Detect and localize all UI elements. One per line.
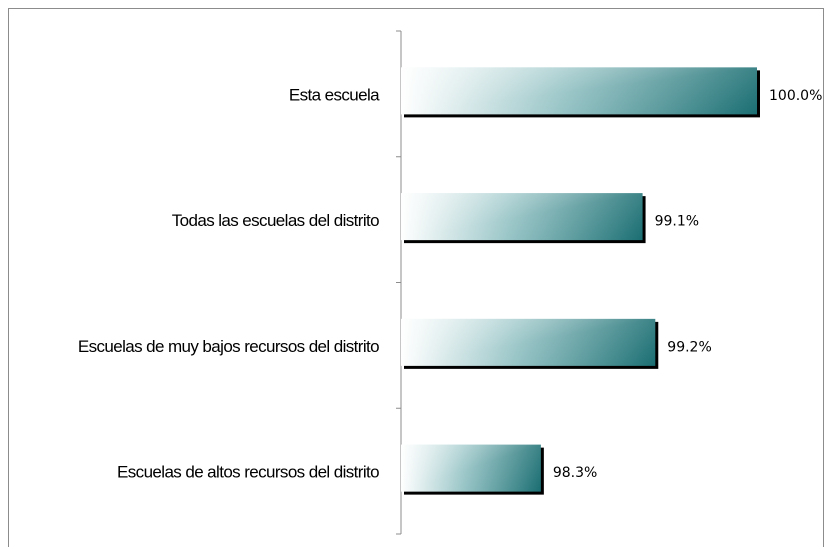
bar-shine bbox=[401, 318, 656, 366]
category-label: Escuelas de muy bajos recursos del distr… bbox=[78, 337, 379, 356]
value-label: 99.2% bbox=[667, 339, 711, 355]
category-label: Escuelas de altos recursos del distrito bbox=[117, 463, 379, 482]
bar-shine bbox=[401, 444, 541, 492]
value-label: 98.3% bbox=[553, 465, 597, 481]
category-label: Todas las escuelas del distrito bbox=[172, 211, 379, 230]
bar-shine bbox=[401, 193, 643, 241]
bar-layer bbox=[401, 67, 760, 495]
value-label: 99.1% bbox=[655, 214, 699, 230]
category-label: Esta escuela bbox=[289, 85, 380, 104]
value-label: 100.0% bbox=[769, 88, 822, 104]
bar-shine bbox=[401, 67, 757, 115]
label-layer: Esta escuela 100.0% Todas las escuelas del… bbox=[78, 85, 823, 481]
axis-layer bbox=[396, 30, 402, 535]
